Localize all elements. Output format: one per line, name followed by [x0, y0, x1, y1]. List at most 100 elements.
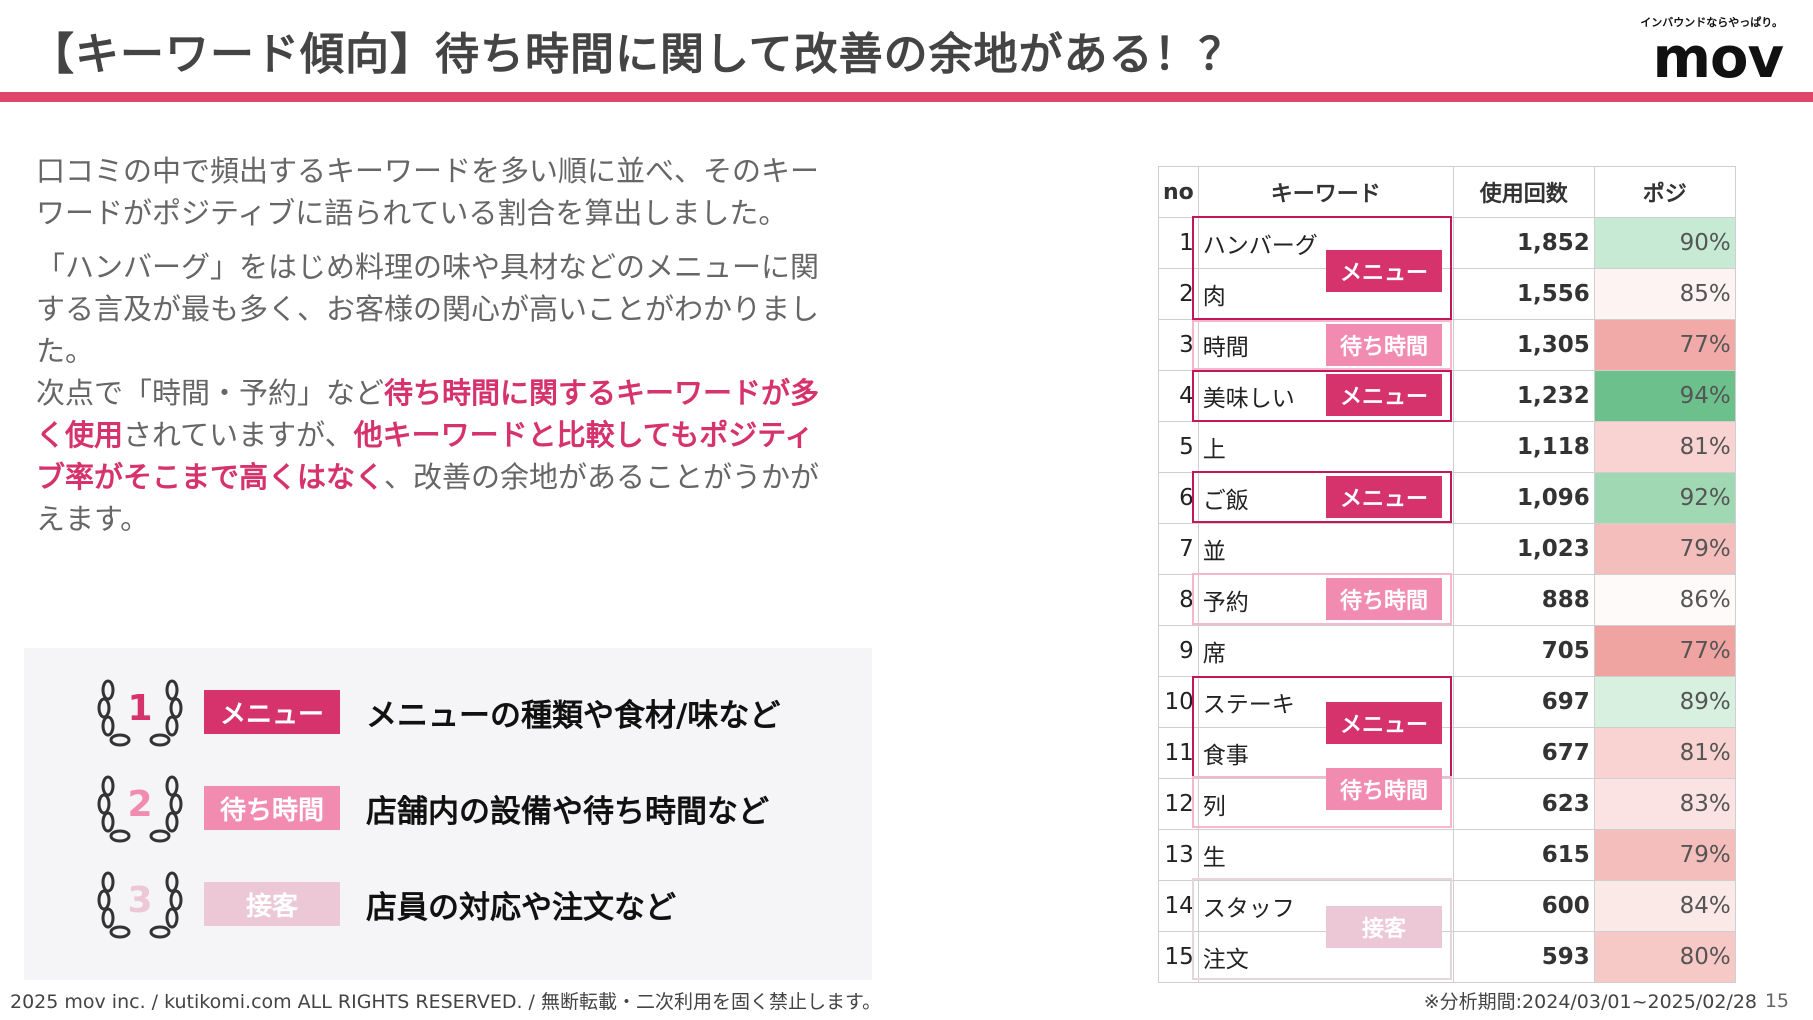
row-positive: 92%	[1593, 472, 1736, 524]
table-header-row: no キーワード 使用回数 ポジ	[1158, 166, 1736, 218]
row-count: 1,852	[1452, 217, 1595, 269]
body-text: 口コミの中で頻出するキーワードを多い順に並べ、そのキーワードがポジティブに語られ…	[36, 150, 836, 552]
page-title: 【キーワード傾向】待ち時間に関して改善の余地がある！？	[30, 29, 1244, 80]
row-no: 5	[1158, 421, 1199, 473]
laurel-rank-icon: 1	[97, 679, 183, 747]
row-count: 593	[1452, 931, 1595, 983]
row-count: 1,023	[1452, 523, 1595, 575]
row-no: 6	[1158, 472, 1199, 524]
table-row: 11 食事 677 81%	[1158, 727, 1736, 779]
category-group-box	[1192, 320, 1452, 370]
header-positive: ポジ	[1593, 166, 1736, 218]
tag-menu: メニュー	[204, 690, 340, 734]
header-no: no	[1158, 166, 1199, 218]
legend-description: 店員の対応や注文など	[366, 890, 676, 926]
row-no: 8	[1158, 574, 1199, 626]
row-no: 12	[1158, 778, 1199, 830]
row-positive: 94%	[1593, 370, 1736, 422]
rank-number: 3	[127, 880, 152, 921]
row-positive: 83%	[1593, 778, 1736, 830]
table-row: 15 注文 593 80%	[1158, 931, 1736, 983]
legend-box: 1 メニュー メニューの種類や食材/味など 2 待ち時間 店舗内の設備や待ち時間…	[24, 648, 872, 980]
row-positive: 90%	[1593, 217, 1736, 269]
category-tag-menu: メニュー	[1326, 476, 1442, 518]
row-positive: 86%	[1593, 574, 1736, 626]
row-keyword: 席	[1197, 625, 1454, 677]
footer-copyright: 2025 mov inc. / kutikomi.com ALL RIGHTS …	[10, 991, 882, 1013]
header-count: 使用回数	[1452, 166, 1595, 218]
row-positive: 79%	[1593, 523, 1736, 575]
row-no: 15	[1158, 931, 1199, 983]
table-row: 1 ハンバーグ 1,852 90%	[1158, 217, 1736, 269]
row-count: 623	[1452, 778, 1595, 830]
logo: mov	[1652, 26, 1784, 91]
table-row: 10 ステーキ 697 89%	[1158, 676, 1736, 728]
row-no: 11	[1158, 727, 1199, 779]
page-number: 15	[1764, 990, 1789, 1012]
category-tag-service: 接客	[1326, 906, 1442, 948]
paragraph-3: 次点で「時間・予約」など待ち時間に関するキーワードが多く使用されていますが、他キ…	[36, 372, 836, 540]
row-positive: 81%	[1593, 727, 1736, 779]
tag-service: 接客	[204, 882, 340, 926]
row-count: 615	[1452, 829, 1595, 881]
analysis-period: ※分析期間:2024/03/01~2025/02/28	[1423, 991, 1757, 1013]
text: 次点で「時間・予約」など	[36, 376, 385, 410]
table-row: 4 美味しい 1,232 94%	[1158, 370, 1736, 422]
row-no: 3	[1158, 319, 1199, 371]
row-count: 1,096	[1452, 472, 1595, 524]
row-count: 1,232	[1452, 370, 1595, 422]
legend-description: メニューの種類や食材/味など	[366, 698, 781, 734]
category-tag-menu: メニュー	[1326, 250, 1442, 292]
row-no: 10	[1158, 676, 1199, 728]
row-keyword: 生	[1197, 829, 1454, 881]
legend-row-2: 2 待ち時間 店舗内の設備や待ち時間など	[24, 766, 872, 856]
highlight-text: 他キーワードと比較してもポジティブ率がそこまで高くはなく	[36, 418, 814, 494]
logo-tagline: インバウンドならやっぱり。	[1640, 16, 1783, 29]
row-count: 697	[1452, 676, 1595, 728]
row-count: 888	[1452, 574, 1595, 626]
laurel-rank-icon: 2	[97, 775, 183, 843]
table-row: 7 並 1,023 79%	[1158, 523, 1736, 575]
row-keyword: 並	[1197, 523, 1454, 575]
category-group-box	[1192, 471, 1452, 523]
category-tag-wait: 待ち時間	[1326, 324, 1442, 366]
row-no: 9	[1158, 625, 1199, 677]
text: 、改善の余地があることがうかがえます。	[36, 460, 820, 536]
text: されていますが、	[123, 418, 354, 452]
row-positive: 89%	[1593, 676, 1736, 728]
row-count: 1,118	[1452, 421, 1595, 473]
header-keyword: キーワード	[1197, 166, 1454, 218]
table-row: 13 生 615 79%	[1158, 829, 1736, 881]
row-keyword: 上	[1197, 421, 1454, 473]
laurel-rank-icon: 3	[97, 871, 183, 939]
paragraph-1: 口コミの中で頻出するキーワードを多い順に並べ、そのキーワードがポジティブに語られ…	[36, 154, 820, 230]
highlight-text: 待ち時間に関するキーワードが多く使用	[36, 376, 820, 452]
row-no: 2	[1158, 268, 1199, 320]
row-no: 13	[1158, 829, 1199, 881]
category-tag-menu: メニュー	[1326, 702, 1442, 744]
row-positive: 79%	[1593, 829, 1736, 881]
table-row: 6 ご飯 1,096 92%	[1158, 472, 1736, 524]
rank-number: 1	[127, 688, 152, 729]
row-count: 1,305	[1452, 319, 1595, 371]
tag-wait: 待ち時間	[204, 786, 340, 830]
category-tag-wait: 待ち時間	[1326, 768, 1442, 810]
row-positive: 85%	[1593, 268, 1736, 320]
row-count: 1,556	[1452, 268, 1595, 320]
row-count: 677	[1452, 727, 1595, 779]
category-group-box	[1192, 776, 1452, 828]
row-count: 600	[1452, 880, 1595, 932]
row-count: 705	[1452, 625, 1595, 677]
row-positive: 80%	[1593, 931, 1736, 983]
category-group-box	[1192, 370, 1452, 422]
row-positive: 84%	[1593, 880, 1736, 932]
category-group-box	[1192, 216, 1452, 320]
row-no: 7	[1158, 523, 1199, 575]
paragraph-2: 「ハンバーグ」をはじめ料理の味や具材などのメニューに関する言及が最も多く、お客様…	[36, 250, 820, 368]
title-underline	[0, 92, 1813, 102]
category-tag-menu: メニュー	[1326, 374, 1442, 416]
table-row: 9 席 705 77%	[1158, 625, 1736, 677]
category-group-box	[1192, 878, 1452, 980]
row-no: 4	[1158, 370, 1199, 422]
row-positive: 81%	[1593, 421, 1736, 473]
